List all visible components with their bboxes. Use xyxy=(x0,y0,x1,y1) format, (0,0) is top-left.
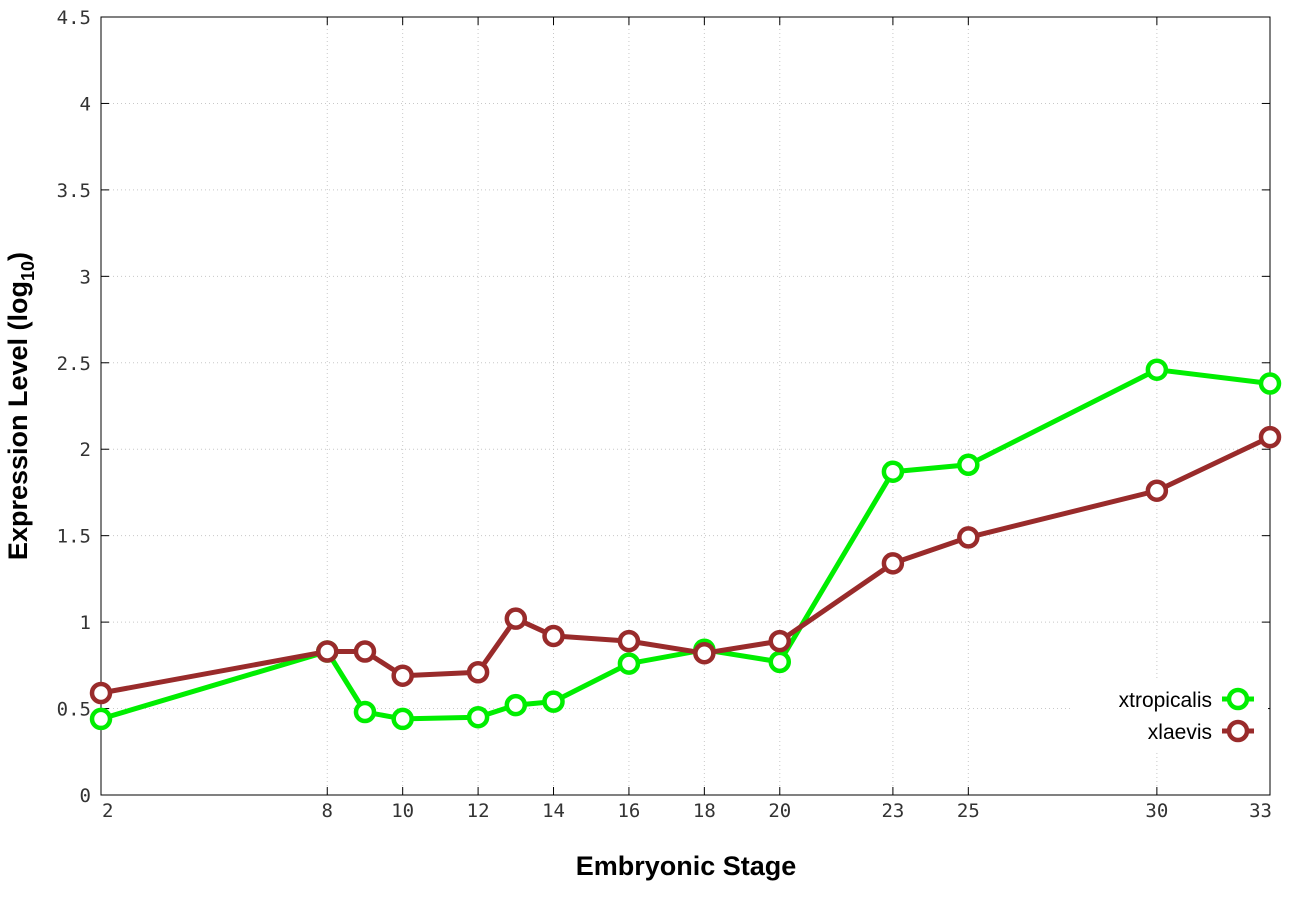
x-tick-label: 16 xyxy=(617,800,640,822)
data-point-xlaevis xyxy=(617,629,641,653)
data-point-xlaevis xyxy=(881,552,905,575)
data-point-xlaevis xyxy=(391,664,414,687)
y-tick-label: 2.5 xyxy=(57,353,91,375)
y-tick-label: 2 xyxy=(80,439,91,461)
data-point-xlaevis xyxy=(353,640,377,663)
legend-label-xtropicalis: xtropicalis xyxy=(1119,689,1212,712)
x-tick-label: 25 xyxy=(957,800,980,822)
x-tick-label: 2 xyxy=(102,800,113,822)
series-xtropicalis xyxy=(89,358,1282,731)
y-tick-label: 1.5 xyxy=(57,526,91,548)
legend-marker-xtropicalis xyxy=(1226,687,1250,711)
series-line-xtropicalis xyxy=(100,367,1271,722)
data-point-xlaevis xyxy=(768,629,792,653)
data-point-xtropicalis xyxy=(391,707,414,731)
legend-entry-xlaevis: xlaevis xyxy=(1148,719,1254,744)
x-tick-label: 12 xyxy=(467,800,490,822)
legend: xtropicalis xlaevis xyxy=(1072,680,1268,750)
data-point-xlaevis xyxy=(1145,479,1169,502)
x-tick-label: 14 xyxy=(542,800,565,822)
y-tick-label: 3 xyxy=(80,266,91,288)
data-point-xlaevis xyxy=(1258,425,1282,449)
y-tick-label: 0.5 xyxy=(57,699,91,721)
data-point-xlaevis xyxy=(316,640,339,663)
data-point-xtropicalis xyxy=(504,693,528,717)
data-point-xtropicalis xyxy=(1145,358,1169,381)
tick-layer: 0 0.5 1 1.5 2 2.5 3 3.5 4 4.5 2 8 10 12 14 16 18 20 23 25 30… xyxy=(57,7,1272,822)
y-axis-title-subscript: 10 xyxy=(18,261,38,281)
data-point-xtropicalis xyxy=(617,652,641,675)
y-axis-title-main: Expression Level (log xyxy=(3,281,33,560)
series-xlaevis xyxy=(89,425,1282,705)
data-point-xtropicalis xyxy=(353,700,377,724)
legend-entry-xtropicalis: xtropicalis xyxy=(1119,687,1254,712)
data-point-xlaevis xyxy=(89,681,113,705)
data-point-xtropicalis xyxy=(768,650,792,674)
legend-marker-xlaevis xyxy=(1226,719,1250,743)
data-point-xtropicalis xyxy=(957,453,980,477)
data-point-xlaevis xyxy=(693,641,716,665)
series-layer xyxy=(89,358,1282,731)
x-tick-label: 10 xyxy=(391,800,414,822)
y-tick-label: 3.5 xyxy=(57,180,91,202)
y-tick-label: 1 xyxy=(80,612,91,634)
data-point-xlaevis xyxy=(504,607,528,630)
x-axis-title: Embryonic Stage xyxy=(576,851,797,881)
x-tick-label: 18 xyxy=(693,800,716,822)
legend-label-xlaevis: xlaevis xyxy=(1148,721,1212,744)
y-tick-label: 0 xyxy=(80,785,91,807)
data-point-xlaevis xyxy=(957,526,980,549)
grid-layer xyxy=(101,17,1270,795)
data-point-xlaevis xyxy=(466,660,490,684)
data-point-xtropicalis xyxy=(881,460,905,483)
x-tick-label: 33 xyxy=(1249,800,1272,822)
x-tick-label: 20 xyxy=(768,800,791,822)
data-point-xlaevis xyxy=(542,624,565,648)
data-point-xtropicalis xyxy=(542,690,565,713)
data-point-xtropicalis xyxy=(89,707,113,731)
data-point-xtropicalis xyxy=(1258,372,1282,395)
data-point-xtropicalis xyxy=(466,705,490,729)
x-tick-label: 30 xyxy=(1145,800,1168,822)
plot-frame xyxy=(100,16,1271,796)
y-tick-label: 4.5 xyxy=(57,7,91,29)
y-axis-title-close: ) xyxy=(3,252,33,261)
y-tick-label: 4 xyxy=(80,93,91,115)
x-tick-label: 8 xyxy=(322,800,333,822)
y-axis-title: Expression Level (log10) xyxy=(3,252,38,560)
x-tick-label: 23 xyxy=(881,800,904,822)
